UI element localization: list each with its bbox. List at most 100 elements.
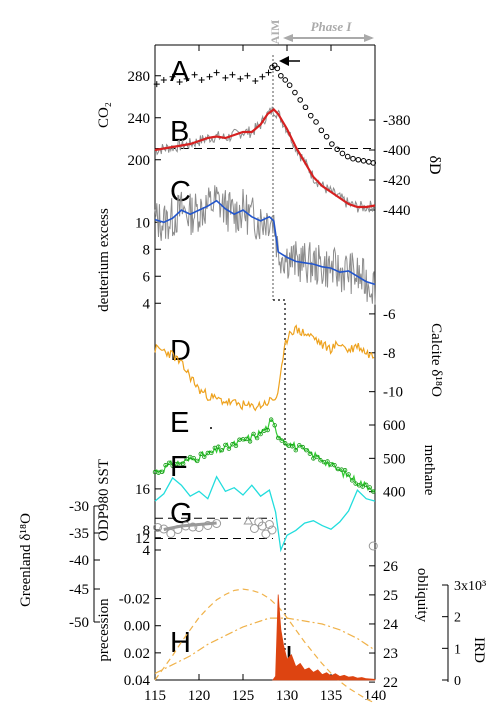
greenland-triangle-marker [243,515,254,525]
methane-tick-label: 500 [383,451,406,467]
precession-axis-title: precession [96,598,112,662]
calcite-axis-title: Calcite δ¹⁸O [428,323,444,397]
methane-marker [307,451,313,456]
methane-marker [251,431,256,437]
panel-letter-f: F [170,451,188,483]
deltad-tick-label: -420 [383,173,411,189]
deltad-tick-label: -440 [383,203,411,219]
greenland-sst-tick-label: 4 [143,543,151,559]
greenland-tick-label: -50 [69,615,89,631]
greenland-tick-label: -40 [69,553,89,569]
co2-marker [370,160,377,166]
methane-marker [226,446,232,451]
x-tick-label: 130 [276,688,299,704]
methane-marker [244,436,249,442]
aim-label: AIM [268,20,282,45]
panel-letter-b: B [170,116,189,148]
co2-marker [169,73,176,80]
x-tick-label: 135 [320,688,343,704]
co2-marker [198,76,205,83]
co2-tick-label: 240 [128,111,151,127]
co2-marker [360,158,367,164]
deltad-tick-label: -380 [383,113,411,129]
greenland-marker [181,521,191,531]
precession-tick-label: 0.00 [124,619,150,635]
dexcess-tick-label: 4 [143,296,151,312]
ird-tick-label: 2 [454,611,461,626]
methane-marker [195,458,200,464]
co2-marker [339,150,346,157]
x-tick-label: 115 [144,688,166,704]
methane-marker [170,463,175,468]
obliquity-line [154,617,376,674]
obliquity-tick-label: 23 [383,646,398,662]
methane-marker [353,481,358,486]
co2-marker [292,89,298,96]
x-tick-label: 120 [188,688,211,704]
methane-marker [258,431,263,437]
methane-marker [198,451,203,457]
methane-marker [283,441,288,446]
methane-marker [202,454,207,459]
methane-marker [163,463,168,468]
methane-tick-label: 400 [383,485,406,501]
phase-label: Phase I [311,19,353,34]
co2-marker [355,156,362,163]
co2-marker [297,97,304,103]
obliquity-tick-label: 25 [383,588,398,604]
ird-area [272,594,376,681]
precession-tick-label: 0.02 [124,646,150,662]
methane-marker [360,484,365,489]
co2-marker [286,82,293,88]
sst-axis-title: ODP980 SST [96,459,112,541]
deltad-axis-title: δD [426,155,443,174]
methane-tick-label: 600 [383,418,406,434]
ird-tick-label: 3x10³ [454,579,486,594]
co2-marker [206,73,213,80]
methane-marker [223,442,228,448]
methane-axis-title: methane [421,445,437,496]
co2-marker [229,71,236,78]
methane-marker [371,489,376,494]
co2-marker [323,133,330,140]
co2-marker [191,71,198,78]
co2-marker [274,65,281,72]
methane-marker [265,427,270,433]
greenland-marker [267,525,277,535]
deltad-smooth-line [154,108,376,209]
co2-tick-label: 280 [128,69,151,85]
dexcess-axis-title: deuterium excess [96,208,112,312]
co2-marker [334,146,340,153]
dexcess-tick-label: 6 [143,269,151,285]
greenland-marker [188,522,198,532]
greenland-tick-label: -45 [69,582,89,598]
co2-marker [329,141,335,147]
precession-tick-label: 0.04 [124,673,151,689]
co2-marker [313,119,319,125]
calcite-tick-label: -8 [383,346,396,362]
sst-tick-label: 16 [135,482,151,498]
phase-arrow-head-right [364,34,374,42]
co2-marker [237,75,244,82]
deltad-tick-label: -400 [383,143,411,159]
methane-marker [180,461,186,466]
dexcess-tick-label: 8 [143,242,151,258]
methane-marker [279,438,284,443]
termination-dotted-line [273,299,286,680]
greenland-marker [368,541,378,551]
greenland-marker [194,523,204,532]
co2-marker [213,69,220,76]
aim-arrow-head [279,56,289,66]
obliquity-tick-label: 26 [383,559,399,575]
sst-tick-label: 12 [135,531,150,547]
co2-marker [282,77,289,83]
methane-marker [233,443,239,449]
ird-axis-title: IRD [471,637,487,663]
methane-marker [346,472,351,477]
co2-tick-label: 200 [128,153,151,169]
x-tick-label: 125 [232,688,255,704]
greenland-marker [249,524,259,533]
co2-marker [259,73,266,80]
ird-tick-label: 1 [454,642,461,657]
